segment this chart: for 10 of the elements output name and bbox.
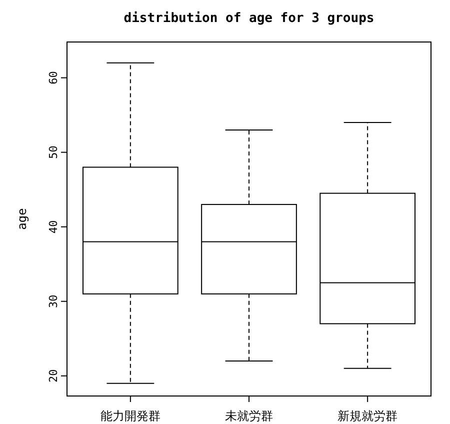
y-tick-label: 40 (47, 220, 60, 234)
y-tick-label: 20 (47, 369, 60, 383)
y-tick-label: 30 (47, 294, 60, 308)
x-tick-label: 新規就労群 (338, 409, 398, 423)
x-tick-label: 能力開発群 (100, 409, 160, 423)
x-tick-label: 未就労群 (225, 409, 273, 423)
chart-title: distribution of age for 3 groups (124, 11, 374, 26)
y-tick-label: 50 (47, 146, 60, 159)
y-tick-label: 60 (47, 71, 60, 84)
y-axis-title: age (15, 208, 29, 230)
